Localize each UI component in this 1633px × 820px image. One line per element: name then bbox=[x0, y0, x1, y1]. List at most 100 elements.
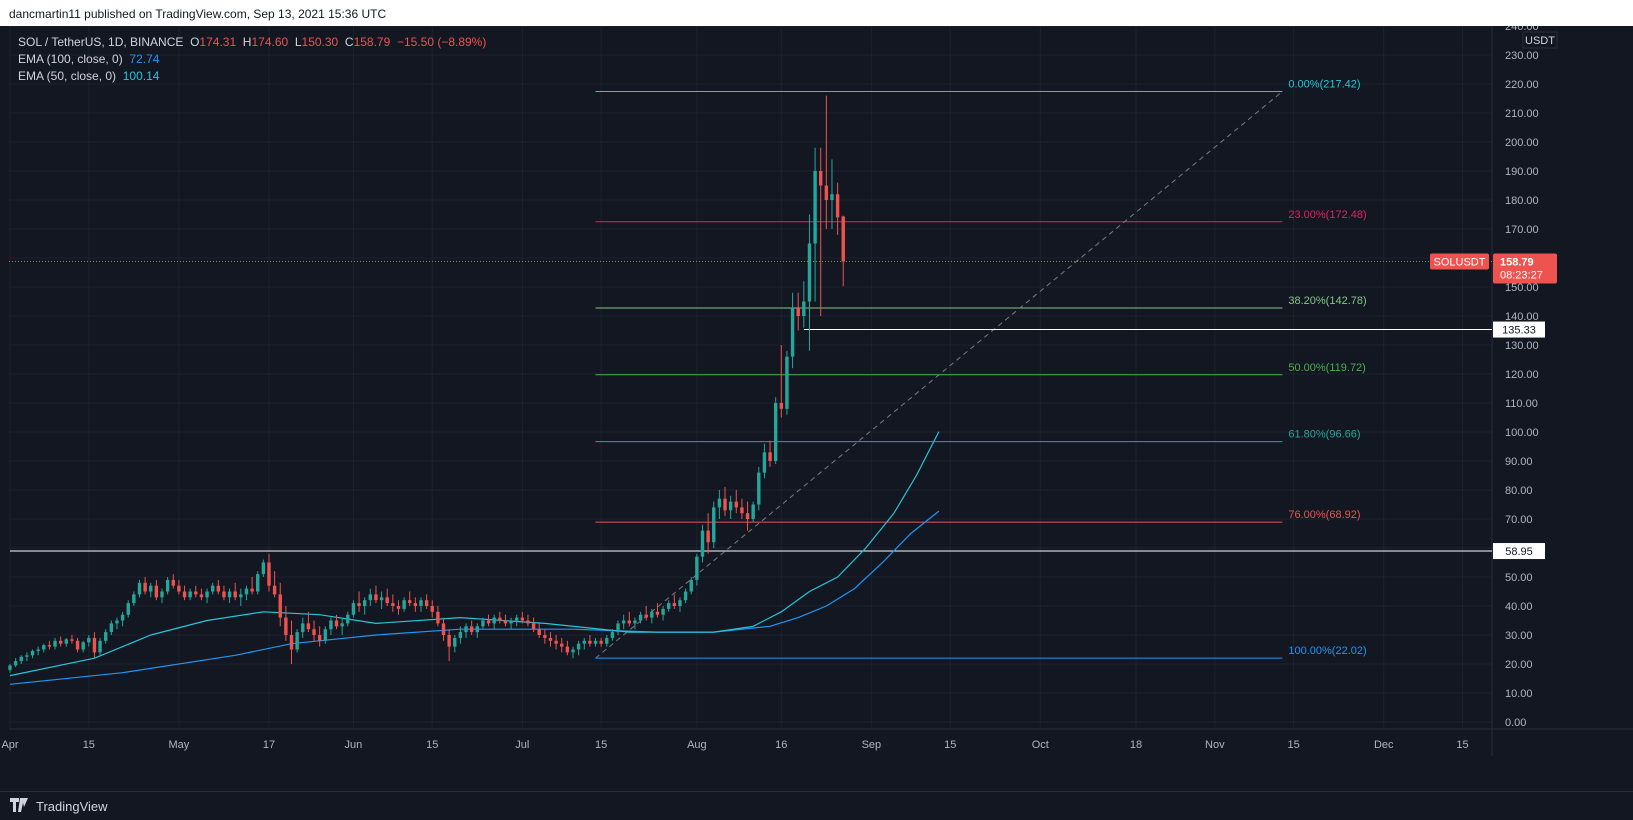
fib-trend-line[interactable] bbox=[595, 91, 1283, 659]
candle-body bbox=[689, 579, 693, 592]
candle bbox=[30, 649, 35, 659]
price-tick-label: 170.00 bbox=[1505, 224, 1539, 236]
candle-body bbox=[323, 629, 327, 641]
candle-body bbox=[503, 620, 508, 624]
candle bbox=[385, 588, 389, 606]
legend-ema100-row[interactable]: EMA (100, close, 0) 72.74 bbox=[18, 51, 486, 68]
candle bbox=[149, 582, 153, 598]
candle bbox=[644, 606, 648, 621]
currency-box[interactable] bbox=[1522, 31, 1558, 49]
candle bbox=[745, 501, 750, 531]
candle bbox=[740, 498, 744, 519]
fibonacci-retracement[interactable]: 0.00%(217.42) 23.00%(172.48) 38.20%(142.78… bbox=[595, 78, 1367, 659]
candle bbox=[588, 635, 592, 647]
candle-body bbox=[785, 356, 789, 409]
candle-body bbox=[272, 585, 277, 595]
fib-level-label: 76.00%(68.92) bbox=[1288, 509, 1360, 521]
candle-body bbox=[802, 301, 806, 316]
candle bbox=[734, 490, 738, 514]
price-axis[interactable]: 0.0010.0020.0030.0040.0050.0060.0070.008… bbox=[1505, 21, 1558, 729]
fib-level-label: 61.80%(96.66) bbox=[1288, 429, 1360, 441]
candle-body bbox=[441, 623, 446, 635]
candle bbox=[340, 617, 344, 635]
price-tick-label: 40.00 bbox=[1505, 601, 1533, 613]
horizontal-lines[interactable] bbox=[10, 329, 1492, 552]
candle-body bbox=[548, 637, 553, 641]
candle-body bbox=[633, 620, 637, 624]
last-price-text: 158.79 bbox=[1500, 257, 1534, 269]
price-tick-label: 190.00 bbox=[1505, 166, 1539, 178]
chart-legend: SOL / TetherUS, 1D, BINANCE O174.31 H174… bbox=[18, 34, 486, 85]
candle bbox=[408, 591, 412, 606]
candle-body bbox=[25, 655, 29, 657]
candle-body bbox=[475, 626, 479, 633]
time-tick-label: May bbox=[169, 739, 190, 751]
footer: TradingView bbox=[0, 791, 1633, 820]
price-tick-label: 140.00 bbox=[1505, 311, 1539, 323]
candle-body bbox=[683, 591, 688, 601]
candle-body bbox=[740, 507, 744, 514]
high-label: H bbox=[242, 35, 252, 49]
ema100-label: EMA (100, close, 0) bbox=[18, 52, 123, 66]
candle bbox=[137, 579, 142, 598]
time-tick-label: Sep bbox=[862, 739, 882, 751]
candle-body bbox=[340, 623, 344, 627]
time-axis[interactable]: Apr 15 May 17 Jun 15 Jul 15 Aug 16 Sep 15 Oct 18 Nov 15… bbox=[1, 739, 1468, 751]
candle-body bbox=[819, 171, 823, 186]
candle-body bbox=[627, 620, 631, 624]
candle bbox=[19, 655, 23, 664]
candle bbox=[368, 588, 373, 606]
candle bbox=[58, 636, 63, 647]
candle bbox=[813, 147, 817, 302]
price-tick-label: 70.00 bbox=[1505, 514, 1533, 526]
tradingview-brand[interactable]: TradingView bbox=[36, 798, 108, 814]
candle-body bbox=[194, 591, 198, 595]
currency-label[interactable]: USDT bbox=[1525, 35, 1555, 47]
legend-ema50-row[interactable]: EMA (50, close, 0) 100.14 bbox=[18, 68, 486, 85]
candle-body bbox=[576, 643, 581, 650]
candle bbox=[481, 617, 485, 630]
candle-body bbox=[30, 650, 35, 656]
candle-body bbox=[137, 582, 142, 595]
candle-body bbox=[779, 403, 784, 409]
price-tick-label: 130.00 bbox=[1505, 340, 1539, 352]
candle-body bbox=[453, 637, 457, 647]
legend-symbol-row: SOL / TetherUS, 1D, BINANCE O174.31 H174… bbox=[18, 34, 486, 51]
candle bbox=[334, 614, 339, 630]
change-value: −15.50 (−8.89%) bbox=[396, 35, 487, 49]
candle bbox=[757, 466, 761, 511]
candle bbox=[171, 574, 175, 589]
candle bbox=[447, 629, 451, 662]
candle-body bbox=[734, 501, 738, 508]
candle-body bbox=[835, 194, 840, 218]
price-tick-label: 0.00 bbox=[1505, 717, 1526, 729]
symbol-name[interactable]: SOL / TetherUS, 1D, BINANCE bbox=[18, 35, 184, 49]
price-tick-label: 220.00 bbox=[1505, 79, 1539, 91]
candle-body bbox=[481, 620, 485, 627]
candle-body bbox=[47, 645, 52, 647]
candle-body bbox=[334, 620, 339, 627]
candle bbox=[593, 637, 598, 647]
candle-body bbox=[210, 585, 215, 592]
candle-body bbox=[430, 606, 434, 612]
tradingview-logo-icon[interactable] bbox=[10, 797, 32, 815]
candle bbox=[768, 440, 772, 467]
candle-body bbox=[706, 530, 710, 543]
candle bbox=[503, 614, 508, 627]
candle-body bbox=[8, 665, 12, 670]
candle-body bbox=[306, 623, 311, 630]
candle bbox=[627, 611, 631, 627]
chart-frame[interactable]: 0.00%(217.42) 23.00%(172.48) 38.20%(142.78… bbox=[0, 21, 1633, 791]
candle bbox=[683, 588, 688, 604]
candle bbox=[571, 646, 575, 659]
price-chart[interactable]: 0.00%(217.42) 23.00%(172.48) 38.20%(142.78… bbox=[0, 21, 1633, 791]
candle-body bbox=[199, 594, 204, 598]
grid bbox=[9, 25, 1633, 756]
candle-body bbox=[661, 608, 665, 615]
candle bbox=[667, 600, 671, 612]
candle-body bbox=[70, 639, 74, 641]
candle-body bbox=[751, 504, 755, 519]
candle-body bbox=[515, 617, 519, 621]
time-tick-label: 15 bbox=[595, 739, 607, 751]
candle-body bbox=[436, 611, 440, 624]
